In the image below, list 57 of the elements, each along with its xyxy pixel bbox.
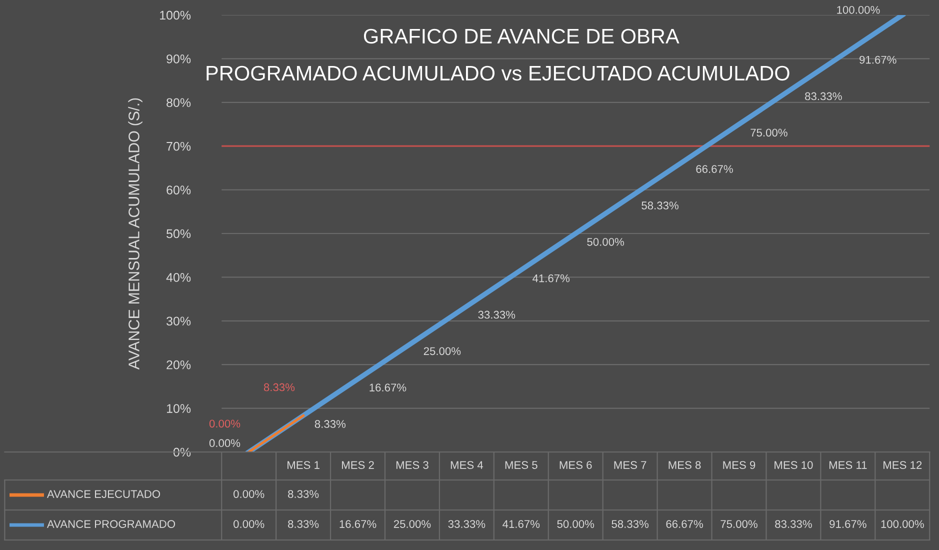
- data-label: 25.00%: [394, 520, 431, 528]
- text: 83.33%: [805, 92, 842, 100]
- data-label: 41.67%: [502, 520, 540, 528]
- y-tick-label: 20%: [166, 360, 191, 370]
- x-tick-label: MES 5: [505, 461, 538, 469]
- x-tick-label: MES 4: [450, 461, 484, 469]
- text: 58.33%: [642, 202, 678, 210]
- x-tick-label: MES 9: [723, 461, 756, 469]
- y-tick-label: 30%: [166, 316, 191, 326]
- y-tick-label: 70%: [166, 142, 191, 151]
- x-tick-label: MES 3: [396, 461, 428, 469]
- y-tick-label: 100%: [160, 10, 191, 20]
- data-label: 100.00%: [881, 520, 924, 528]
- text: 16.67%: [370, 384, 406, 392]
- text: 33.33%: [478, 310, 516, 319]
- data-label: 50.00%: [557, 520, 594, 528]
- text: 75.00%: [750, 128, 788, 137]
- y-axis-title: AVANCE MENSUAL ACUMULADO (S/.): [128, 98, 142, 370]
- y-tick-label: 80%: [166, 98, 191, 108]
- y-tick-label: 50%: [166, 229, 191, 238]
- data-label: 75.00%: [720, 520, 758, 528]
- legend-label: AVANCE EJECUTADO: [46, 490, 160, 498]
- x-tick-label: MES 2: [342, 461, 374, 469]
- text: 8.33%: [264, 383, 295, 392]
- data-label: 91.67%: [830, 520, 866, 528]
- x-tick-label: MES 6: [560, 461, 592, 469]
- x-tick-label: MES 8: [668, 461, 701, 469]
- y-tick-label: 60%: [166, 186, 191, 194]
- legend-label: AVANCE PROGRAMADO: [46, 520, 176, 528]
- data-label: 0.00%: [234, 520, 264, 528]
- data-label: 83.33%: [775, 520, 812, 528]
- text: 0.00%: [209, 420, 240, 428]
- x-tick-label: MES 12: [884, 461, 922, 469]
- data-label: 0.00%: [234, 490, 264, 498]
- y-tick-label: 40%: [166, 273, 191, 282]
- data-label: 33.33%: [448, 520, 486, 528]
- x-tick-label: MES 10: [774, 461, 813, 469]
- y-tick-label: 10%: [166, 404, 191, 413]
- text: 100.00%: [837, 6, 880, 14]
- y-tick-label: 90%: [166, 54, 191, 64]
- text: 41.67%: [532, 274, 570, 282]
- text: 91.67%: [860, 56, 896, 64]
- text: 66.67%: [696, 165, 733, 173]
- data-label: 16.67%: [340, 520, 376, 528]
- text: PROGRAMADO ACUMULADO vs EJECUTADO ACUMULADO: [206, 66, 790, 81]
- text: 50.00%: [587, 238, 624, 246]
- text: GRAFICO DE AVANCE DE OBRA: [364, 28, 680, 44]
- text: 25.00%: [424, 347, 461, 356]
- x-tick-label: MES 7: [614, 461, 646, 469]
- data-label: 58.33%: [612, 520, 649, 528]
- text: 8.33%: [314, 420, 346, 428]
- x-tick-label: MES 11: [829, 461, 867, 469]
- x-tick-label: MES 1: [288, 461, 320, 469]
- data-label: 8.33%: [288, 490, 319, 498]
- data-label: 8.33%: [288, 520, 319, 528]
- data-label: 66.67%: [666, 520, 703, 528]
- text: 0.00%: [209, 439, 240, 448]
